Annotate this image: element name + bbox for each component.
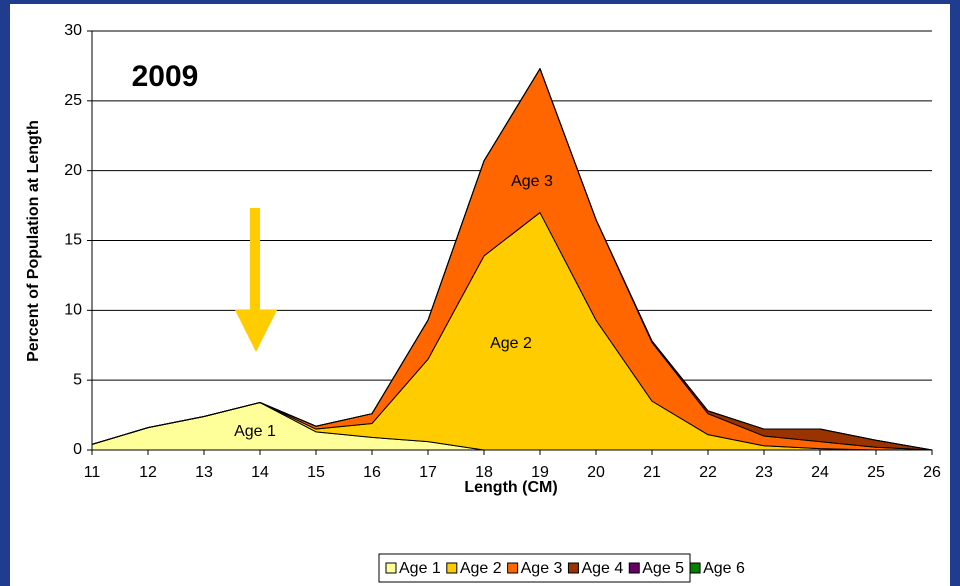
legend-swatch — [385, 562, 397, 574]
x-tick-label: 21 — [643, 464, 661, 481]
x-tick-label: 24 — [811, 464, 829, 481]
legend-label: Age 1 — [399, 560, 441, 577]
legend-label: Age 6 — [703, 560, 745, 577]
arrow-head — [235, 310, 277, 352]
x-tick-label: 26 — [923, 464, 941, 481]
x-axis-title: Length (CM) — [464, 479, 557, 496]
y-tick-label: 20 — [64, 162, 82, 179]
x-tick-label: 17 — [419, 464, 437, 481]
x-tick-label: 12 — [139, 464, 157, 481]
legend-swatch — [446, 562, 458, 574]
legend-swatch — [567, 562, 579, 574]
y-tick-label: 5 — [73, 371, 82, 388]
x-tick-label: 20 — [587, 464, 605, 481]
annotation: Age 2 — [490, 335, 532, 352]
x-tick-label: 15 — [307, 464, 325, 481]
x-tick-label: 22 — [699, 464, 717, 481]
y-tick-label: 15 — [64, 232, 82, 249]
x-tick-label: 18 — [475, 464, 493, 481]
y-tick-label: 10 — [64, 302, 82, 319]
x-tick-label: 25 — [867, 464, 885, 481]
y-tick-label: 0 — [73, 441, 82, 458]
legend-label: Age 4 — [581, 560, 623, 577]
y-tick-label: 25 — [64, 92, 82, 109]
legend-swatch — [689, 562, 701, 574]
annotation: Age 1 — [234, 423, 276, 440]
x-tick-label: 23 — [755, 464, 773, 481]
x-tick-label: 19 — [531, 464, 549, 481]
legend-swatch — [507, 562, 519, 574]
legend-swatch — [628, 562, 640, 574]
x-tick-label: 11 — [84, 464, 101, 481]
x-tick-label: 16 — [363, 464, 381, 481]
annotation: Age 3 — [511, 173, 553, 190]
annotation: 2009 — [132, 60, 199, 93]
legend-label: Age 2 — [460, 560, 502, 577]
legend-label: Age 5 — [642, 560, 684, 577]
arrow-shaft — [250, 208, 260, 312]
y-axis-title: Percent of Population at Length — [25, 120, 42, 362]
x-tick-label: 14 — [251, 464, 269, 481]
y-tick-label: 30 — [64, 22, 82, 39]
legend-label: Age 3 — [521, 560, 563, 577]
x-tick-label: 13 — [195, 464, 213, 481]
